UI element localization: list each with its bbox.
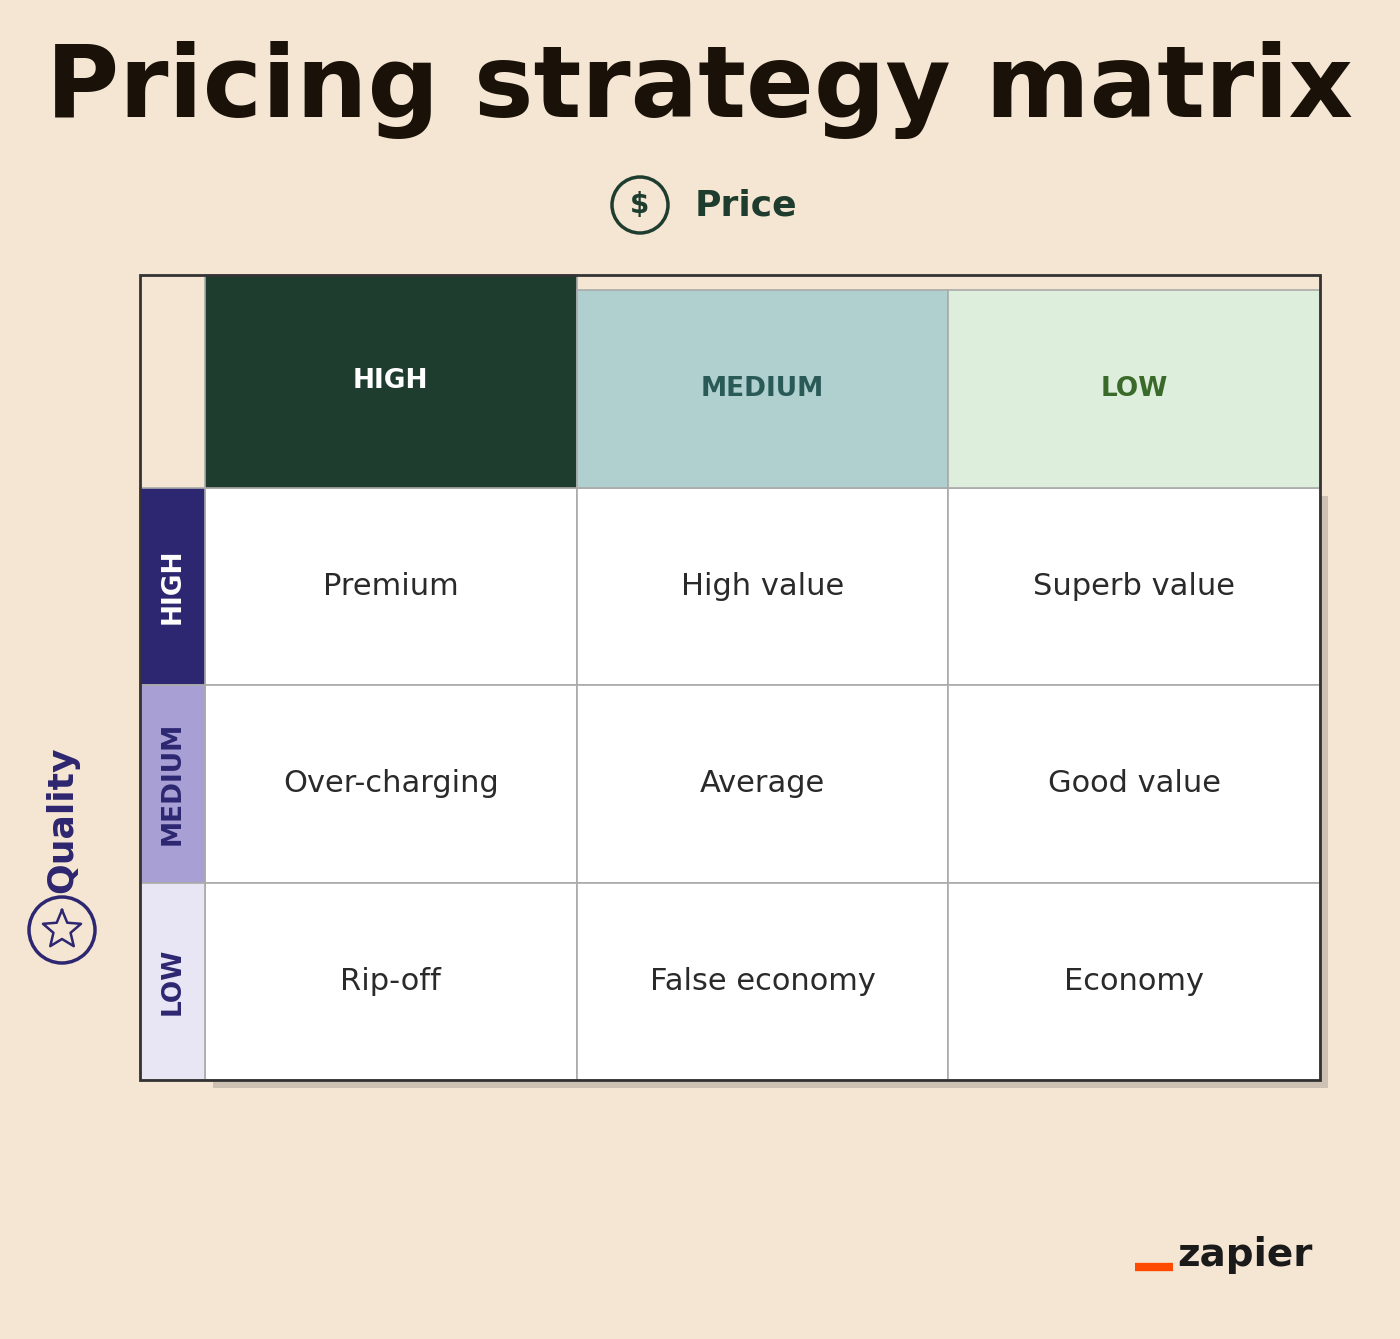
Text: HIGH: HIGH (160, 549, 185, 624)
Text: Over-charging: Over-charging (283, 769, 498, 798)
FancyBboxPatch shape (140, 686, 204, 882)
Text: zapier: zapier (1177, 1236, 1312, 1273)
Text: Price: Price (694, 187, 798, 222)
FancyBboxPatch shape (204, 274, 577, 487)
Text: Pricing strategy matrix: Pricing strategy matrix (46, 42, 1354, 139)
Text: Rip-off: Rip-off (340, 967, 441, 996)
Text: LOW: LOW (160, 948, 185, 1015)
Text: Premium: Premium (323, 572, 459, 601)
FancyBboxPatch shape (577, 487, 948, 686)
FancyBboxPatch shape (140, 882, 204, 1081)
FancyBboxPatch shape (204, 487, 577, 686)
Text: HIGH: HIGH (353, 368, 428, 394)
Text: MEDIUM: MEDIUM (160, 722, 185, 845)
FancyBboxPatch shape (140, 487, 204, 686)
FancyBboxPatch shape (577, 291, 948, 487)
FancyBboxPatch shape (577, 686, 948, 882)
FancyBboxPatch shape (948, 686, 1320, 882)
Text: Quality: Quality (45, 747, 78, 893)
Text: Superb value: Superb value (1033, 572, 1235, 601)
FancyBboxPatch shape (948, 487, 1320, 686)
FancyBboxPatch shape (204, 686, 577, 882)
Text: Economy: Economy (1064, 967, 1204, 996)
Text: High value: High value (680, 572, 844, 601)
Text: Good value: Good value (1047, 769, 1221, 798)
FancyBboxPatch shape (204, 882, 577, 1081)
Text: False economy: False economy (650, 967, 875, 996)
Text: $: $ (630, 191, 650, 220)
Text: MEDIUM: MEDIUM (701, 376, 825, 402)
FancyBboxPatch shape (213, 495, 1329, 1089)
Text: LOW: LOW (1100, 376, 1168, 402)
FancyBboxPatch shape (948, 882, 1320, 1081)
FancyBboxPatch shape (948, 291, 1320, 487)
FancyBboxPatch shape (577, 882, 948, 1081)
Text: Average: Average (700, 769, 825, 798)
